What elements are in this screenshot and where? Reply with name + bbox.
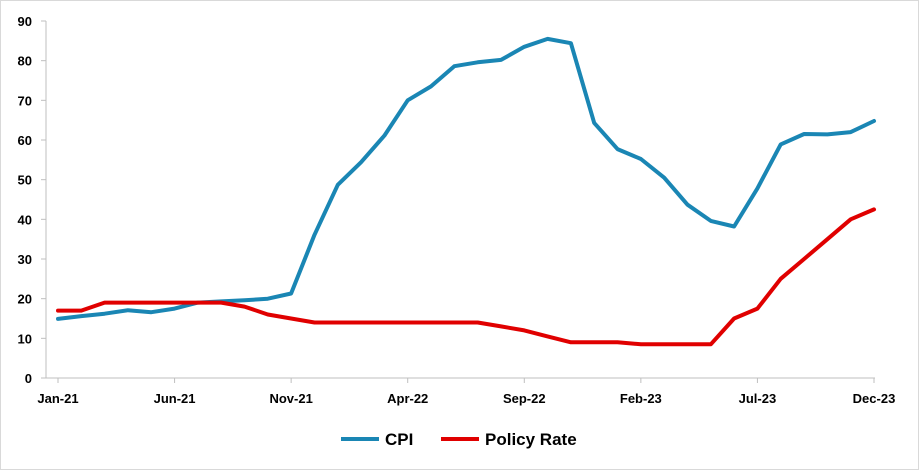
legend: CPI Policy Rate: [341, 430, 577, 449]
y-tick-label: 80: [18, 54, 32, 69]
y-tick-label: 10: [18, 331, 32, 346]
legend-item-cpi: CPI: [341, 430, 413, 449]
x-tick-label: Jul-23: [739, 391, 777, 406]
x-tick-label: Dec-23: [853, 391, 896, 406]
y-tick-label: 90: [18, 14, 32, 29]
y-tick-label: 50: [18, 173, 32, 188]
series-line-policy-rate: [56, 207, 876, 347]
y-tick-label: 0: [25, 371, 32, 386]
x-tick-label: Jun-21: [154, 391, 196, 406]
x-tick-label: Nov-21: [269, 391, 312, 406]
x-tick-label: Jan-21: [37, 391, 78, 406]
y-tick-label: 40: [18, 212, 32, 227]
legend-label: CPI: [385, 430, 413, 449]
legend-item-policy-rate: Policy Rate: [441, 430, 577, 449]
series-line-cpi: [56, 36, 876, 321]
y-axis: 0 10 20 30 40 50 60 70 80 90: [18, 14, 47, 386]
x-axis: Jan-21 Jun-21 Nov-21 Apr-22 Sep-22 Feb-23 Jul-…: [37, 377, 896, 406]
y-tick-label: 70: [18, 93, 32, 108]
y-tick-label: 20: [18, 292, 32, 307]
x-tick-label: Feb-23: [620, 391, 662, 406]
y-tick-label: 30: [18, 252, 32, 267]
x-tick-label: Sep-22: [503, 391, 546, 406]
x-tick-label: Apr-22: [387, 391, 428, 406]
series-lines: [56, 36, 876, 347]
legend-label: Policy Rate: [485, 430, 577, 449]
y-tick-label: 60: [18, 133, 32, 148]
